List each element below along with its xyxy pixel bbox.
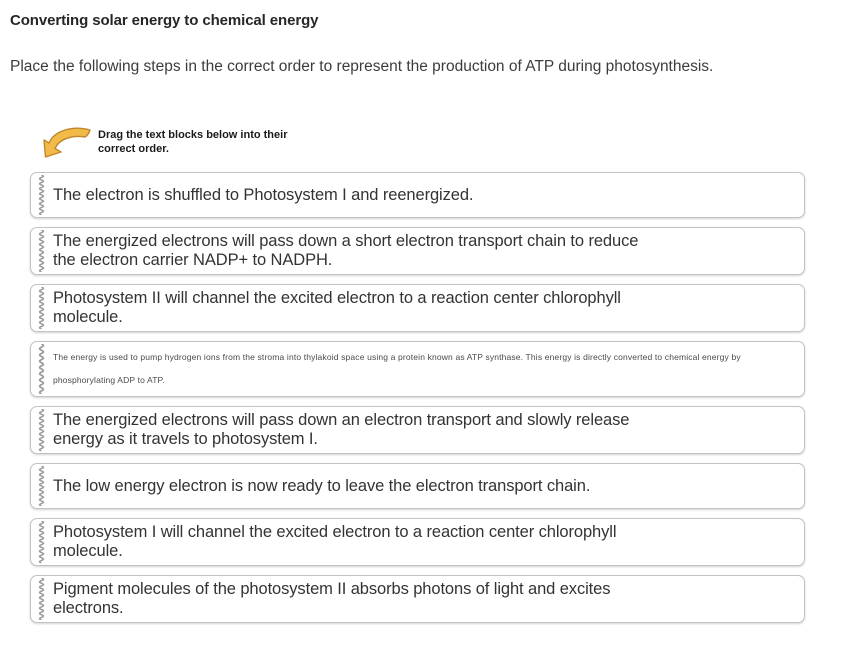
page-title: Converting solar energy to chemical ener…	[10, 12, 319, 29]
instructions-text: Place the following steps in the correct…	[10, 58, 714, 75]
block-text: The energized electrons will pass down a…	[53, 411, 630, 448]
block-text: Photosystem I will channel the excited e…	[53, 523, 617, 560]
block-text: The low energy electron is now ready to …	[53, 476, 591, 495]
drag-note-text: Drag the text blocks below into their co…	[98, 129, 288, 155]
drag-block[interactable]: The energy is used to pump hydrogen ions…	[30, 341, 805, 397]
drag-handle-icon[interactable]	[37, 344, 46, 394]
block-text: The energized electrons will pass down a…	[53, 232, 639, 269]
drag-handle-icon[interactable]	[37, 175, 46, 215]
block-text: Photosystem II will channel the excited …	[53, 289, 621, 326]
drag-block[interactable]: The energized electrons will pass down a…	[30, 406, 805, 454]
drag-block[interactable]: The electron is shuffled to Photosystem …	[30, 172, 805, 218]
drag-handle-icon[interactable]	[37, 230, 46, 272]
drag-block-list: The electron is shuffled to Photosystem …	[30, 172, 805, 623]
drag-handle-icon[interactable]	[37, 521, 46, 563]
block-text: The energy is used to pump hydrogen ions…	[53, 352, 741, 385]
drag-block[interactable]: Photosystem II will channel the excited …	[30, 284, 805, 332]
drag-block[interactable]: Photosystem I will channel the excited e…	[30, 518, 805, 566]
drag-handle-icon[interactable]	[37, 287, 46, 329]
block-text: The electron is shuffled to Photosystem …	[53, 185, 474, 204]
curved-arrow-icon	[43, 127, 91, 158]
drag-block[interactable]: The low energy electron is now ready to …	[30, 463, 805, 509]
drag-handle-icon[interactable]	[37, 578, 46, 620]
block-text: Pigment molecules of the photosystem II …	[53, 580, 611, 617]
drag-block[interactable]: Pigment molecules of the photosystem II …	[30, 575, 805, 623]
drag-handle-icon[interactable]	[37, 409, 46, 451]
drag-block[interactable]: The energized electrons will pass down a…	[30, 227, 805, 275]
drag-handle-icon[interactable]	[37, 466, 46, 506]
drag-note-row: Drag the text blocks below into their co…	[42, 126, 844, 160]
